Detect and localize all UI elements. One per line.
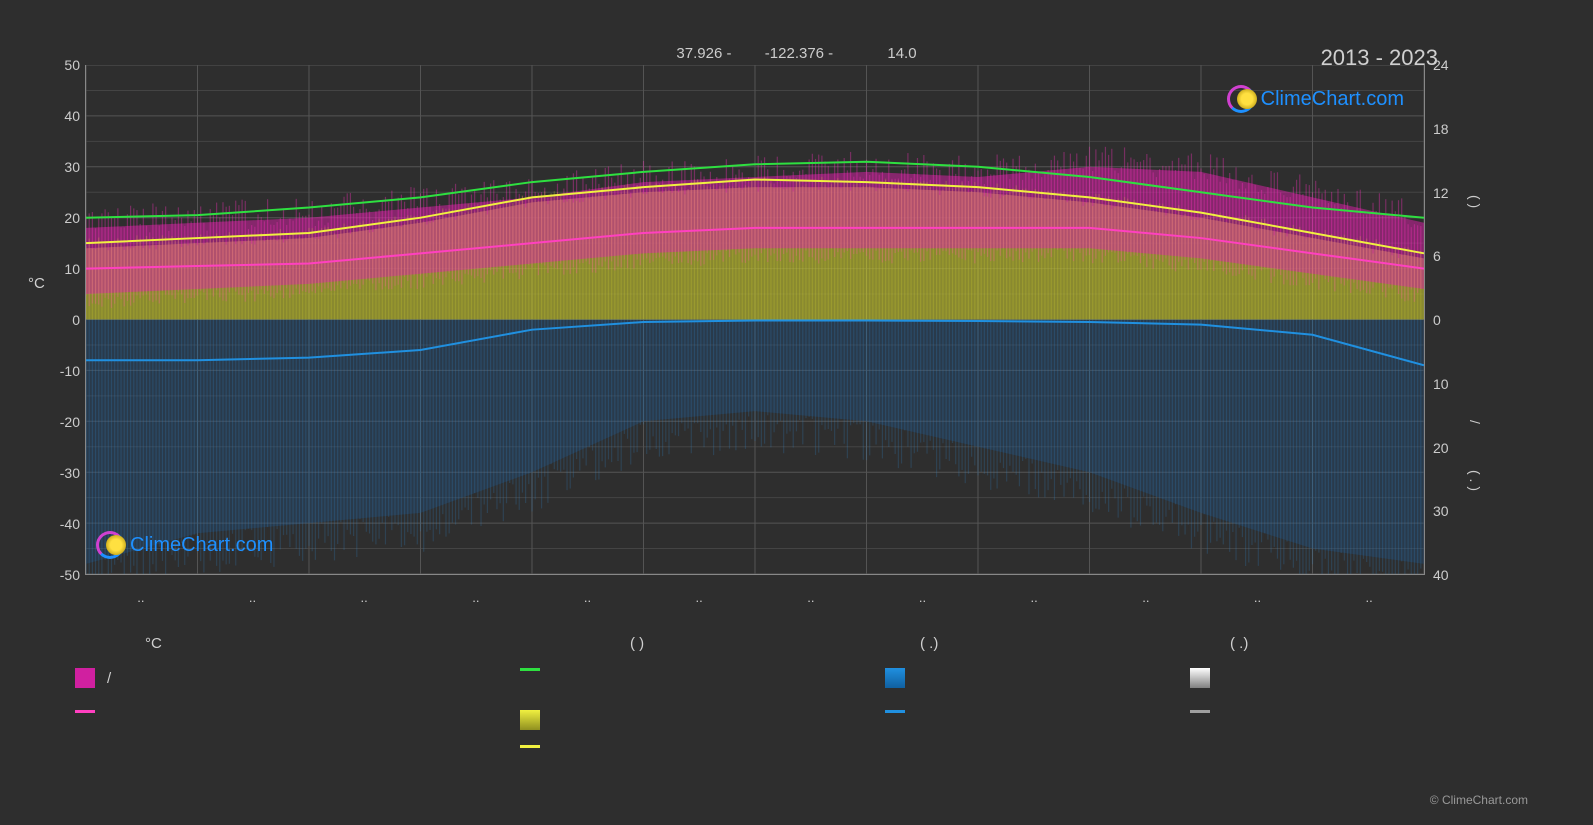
y-tick-left: 0 bbox=[55, 312, 80, 328]
legend-swatch bbox=[75, 710, 95, 713]
legend-swatch bbox=[520, 668, 540, 671]
legend-header-1: °C bbox=[145, 635, 162, 652]
y-axis-left-label: °C bbox=[28, 275, 45, 292]
legend-header-2: ( ) bbox=[630, 635, 644, 652]
copyright: © ClimeChart.com bbox=[1430, 793, 1528, 807]
legend-swatch bbox=[885, 710, 905, 713]
legend-item bbox=[1190, 668, 1222, 688]
watermark-top: ClimeChart.com bbox=[1227, 85, 1404, 113]
logo-icon bbox=[1227, 85, 1255, 113]
x-tick: .. bbox=[919, 590, 926, 605]
y-tick-left: -50 bbox=[55, 567, 80, 583]
y-tick-right: 10 bbox=[1433, 376, 1458, 392]
lon-label: -122.376 - bbox=[765, 45, 833, 62]
y-tick-left: 10 bbox=[55, 261, 80, 277]
x-tick: .. bbox=[807, 590, 814, 605]
x-tick: .. bbox=[1142, 590, 1149, 605]
y-tick-left: 30 bbox=[55, 159, 80, 175]
y-tick-right: 20 bbox=[1433, 440, 1458, 456]
y-tick-right: 12 bbox=[1433, 185, 1458, 201]
x-tick: .. bbox=[1366, 590, 1373, 605]
legend-item bbox=[885, 668, 917, 688]
y-tick-left: -20 bbox=[55, 414, 80, 430]
y-tick-left: -10 bbox=[55, 363, 80, 379]
y-tick-right: 18 bbox=[1433, 121, 1458, 137]
x-tick: .. bbox=[1254, 590, 1261, 605]
x-tick: .. bbox=[1031, 590, 1038, 605]
y-tick-left: 40 bbox=[55, 108, 80, 124]
y-tick-left: -30 bbox=[55, 465, 80, 481]
x-tick: .. bbox=[584, 590, 591, 605]
legend-header-4: ( .) bbox=[1230, 635, 1248, 652]
legend-label: / bbox=[107, 670, 111, 687]
legend-swatch bbox=[520, 745, 540, 748]
x-tick: .. bbox=[696, 590, 703, 605]
x-tick: .. bbox=[249, 590, 256, 605]
watermark-bottom: ClimeChart.com bbox=[96, 531, 273, 559]
y-tick-left: 50 bbox=[55, 57, 80, 73]
right-paren-upper: ( ) bbox=[1467, 195, 1483, 208]
logo-icon bbox=[96, 531, 124, 559]
legend-item: / bbox=[75, 668, 111, 688]
legend-swatch bbox=[1190, 710, 1210, 713]
legend-header-3: ( .) bbox=[920, 635, 938, 652]
y-tick-right: 6 bbox=[1433, 248, 1458, 264]
legend-item bbox=[520, 668, 552, 671]
chart-plot-area: ClimeChart.com ClimeChart.com bbox=[85, 65, 1425, 575]
y-tick-left: -40 bbox=[55, 516, 80, 532]
y-tick-right: 24 bbox=[1433, 57, 1458, 73]
legend-item bbox=[520, 710, 552, 730]
x-tick: .. bbox=[472, 590, 479, 605]
x-tick: .. bbox=[361, 590, 368, 605]
y-tick-right: 40 bbox=[1433, 567, 1458, 583]
legend-item bbox=[75, 710, 107, 713]
right-paren-lower: ( . ) bbox=[1467, 470, 1483, 491]
legend-item bbox=[885, 710, 917, 713]
legend-swatch bbox=[885, 668, 905, 688]
watermark-text-top: ClimeChart.com bbox=[1261, 88, 1404, 111]
y-tick-left: 20 bbox=[55, 210, 80, 226]
chart-svg bbox=[86, 65, 1424, 574]
right-slash: / bbox=[1467, 420, 1483, 424]
lat-label: 37.926 - bbox=[676, 45, 731, 62]
watermark-text-bottom: ClimeChart.com bbox=[130, 534, 273, 557]
x-tick: .. bbox=[137, 590, 144, 605]
legend-swatch bbox=[75, 668, 95, 688]
y-tick-right: 0 bbox=[1433, 312, 1458, 328]
legend-item bbox=[520, 745, 552, 748]
legend-item bbox=[1190, 710, 1222, 713]
y-tick-right: 30 bbox=[1433, 503, 1458, 519]
legend-swatch bbox=[520, 710, 540, 730]
elev-label: 14.0 bbox=[887, 45, 916, 62]
legend-swatch bbox=[1190, 668, 1210, 688]
